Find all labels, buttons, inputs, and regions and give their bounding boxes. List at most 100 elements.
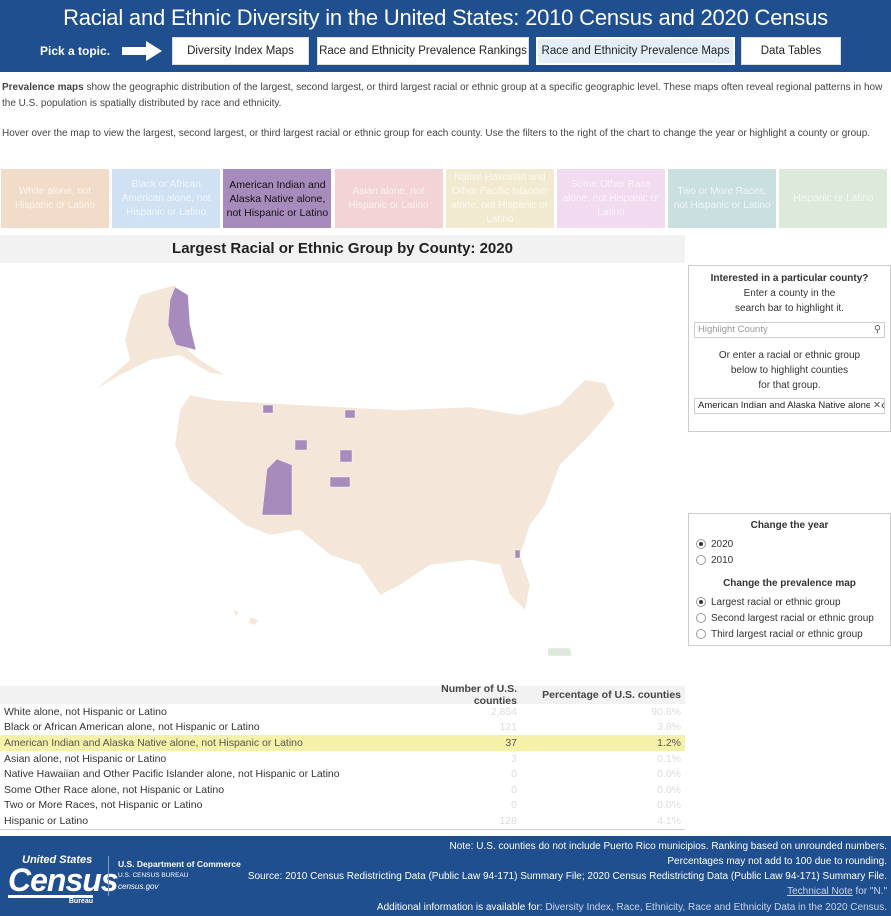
counts-table: Number of U.S. counties Percentage of U.S… xyxy=(0,683,685,830)
desc-p2: Hover over the map to view the largest, … xyxy=(2,128,871,139)
map-south-dakota-2[interactable] xyxy=(329,476,351,488)
census-logo: United States Census Bureau xyxy=(8,854,119,905)
county-search-input[interactable]: Highlight County ⚲ xyxy=(694,322,885,338)
pick-topic-label: Pick a topic. xyxy=(40,44,111,58)
description: Prevalence maps show the geographic dist… xyxy=(2,80,888,156)
radio-label: 2020 xyxy=(711,538,734,550)
radio-label: Third largest racial or ethnic group xyxy=(711,628,863,640)
row-count: 0 xyxy=(511,799,517,812)
county-placeholder: Highlight County xyxy=(698,324,768,335)
additional-links[interactable]: Diversity Index, Race, Ethnicity, Race a… xyxy=(545,902,887,913)
group-search-input[interactable]: American Indian and Alaska Native alone,… xyxy=(694,398,885,414)
third-largest-radio[interactable]: Third largest racial or ethnic group xyxy=(696,626,890,642)
radio-label: Largest racial or ethnic group xyxy=(711,596,841,608)
legend-tile[interactable]: Hispanic or Latino xyxy=(779,169,888,228)
map-montana-1[interactable] xyxy=(262,404,274,414)
row-name: American Indian and Alaska Native alone,… xyxy=(4,736,303,749)
legend-tile[interactable]: American Indian and Alaska Native alone,… xyxy=(223,169,332,228)
row-pct: 0.0% xyxy=(657,768,681,781)
row-name: Black or African American alone, not His… xyxy=(4,721,260,734)
row-pct: 0.1% xyxy=(657,752,681,765)
year-heading: Change the year xyxy=(750,520,829,531)
table-row[interactable]: Some Other Race alone, not Hispanic or L… xyxy=(0,782,685,798)
site-name: census.gov xyxy=(118,882,159,891)
technical-note-link[interactable]: Technical Note xyxy=(787,886,853,897)
logo-bureau: Bureau xyxy=(8,895,93,905)
logo-top: United States xyxy=(22,854,93,866)
legend-tile[interactable]: Some Other Race alone, not Hispanic or L… xyxy=(557,169,665,228)
second-largest-radio[interactable]: Second largest racial or ethnic group xyxy=(696,610,890,626)
legend-tile[interactable]: Native Hawaiian and Other Pacific Island… xyxy=(445,169,554,228)
radio-icon xyxy=(696,597,706,607)
map-alaska-highlight[interactable] xyxy=(167,286,197,351)
search-panel: Interested in a particular county? Enter… xyxy=(688,265,891,432)
map-hawaii[interactable] xyxy=(232,609,259,626)
dept-name: U.S. Department of Commerce xyxy=(118,859,241,869)
row-name: Hispanic or Latino xyxy=(4,814,89,827)
clear-icon[interactable]: ✕ xyxy=(870,399,881,413)
row-pct: 1.2% xyxy=(657,736,681,749)
additional-label: Additional information is available for: xyxy=(376,902,546,913)
search-heading: Interested in a particular county? xyxy=(710,273,869,284)
row-pct: 0.0% xyxy=(657,799,681,812)
radio-icon xyxy=(696,613,706,623)
map-north-carolina[interactable] xyxy=(514,549,521,559)
legend-tile[interactable]: Two or More Races, not Hispanic or Latin… xyxy=(668,169,777,228)
nav-prevalence-rankings[interactable]: Race and Ethnicity Prevalence Rankings xyxy=(317,37,529,65)
group-text: below to highlight counties xyxy=(730,365,849,376)
table-row[interactable]: Hispanic or Latino 128 4.1% xyxy=(0,813,685,829)
group-text: Or enter a racial or ethnic group xyxy=(718,350,861,361)
search-text: search bar to highlight it. xyxy=(735,303,844,314)
col-count: Number of U.S. counties xyxy=(441,683,517,707)
map-north-dakota[interactable] xyxy=(344,409,356,419)
table-header: Number of U.S. counties Percentage of U.S… xyxy=(0,683,685,707)
search-icon: ⚲ xyxy=(874,324,881,335)
row-name: Some Other Race alone, not Hispanic or L… xyxy=(4,783,225,796)
row-name: Asian alone, not Hispanic or Latino xyxy=(4,752,167,765)
table-row[interactable]: Two or More Races, not Hispanic or Latin… xyxy=(0,798,685,814)
arrow-right-icon xyxy=(122,41,162,61)
table-row[interactable]: White alone, not Hispanic or Latino 2,854… xyxy=(0,704,685,720)
map-lower48[interactable] xyxy=(174,379,616,611)
row-pct: 0.0% xyxy=(657,783,681,796)
table-row[interactable]: Black or African American alone, not His… xyxy=(0,720,685,736)
radio-icon xyxy=(696,555,706,565)
col-pct: Percentage of U.S. counties xyxy=(542,689,681,701)
row-count: 0 xyxy=(511,783,517,796)
row-pct: 3.8% xyxy=(657,721,681,734)
row-count: 3 xyxy=(511,752,517,765)
map-montana-2[interactable] xyxy=(294,439,308,451)
radio-label: 2010 xyxy=(711,554,734,566)
map-four-corners[interactable] xyxy=(261,458,293,516)
map-alaska[interactable] xyxy=(94,284,226,391)
legend-tile[interactable]: Black or African American alone, not His… xyxy=(112,169,221,228)
source: Source: 2010 Census Redistricting Data (… xyxy=(247,871,887,882)
map-title: Largest Racial or Ethnic Group by County… xyxy=(0,235,685,263)
map-puerto-rico[interactable] xyxy=(547,647,573,657)
table-row[interactable]: Native Hawaiian and Other Pacific Island… xyxy=(0,766,685,782)
radio-icon xyxy=(696,629,706,639)
legend-tile[interactable]: Asian alone, not Hispanic or Latino xyxy=(334,169,443,228)
legend-tile[interactable]: White alone, not Hispanic or Latino xyxy=(1,169,109,228)
year-2020-radio[interactable]: 2020 xyxy=(696,536,890,552)
group-value: American Indian and Alaska Native alone,… xyxy=(698,400,884,411)
nav-prevalence-maps[interactable]: Race and Ethnicity Prevalence Maps xyxy=(536,37,735,65)
footer: United States Census Bureau U.S. Departm… xyxy=(0,836,891,916)
row-count: 121 xyxy=(499,721,517,734)
bureau-name: U.S. CENSUS BUREAU xyxy=(118,872,189,879)
county-map[interactable] xyxy=(0,265,685,680)
nav-data-tables[interactable]: Data Tables xyxy=(741,37,841,65)
row-count: 2,854 xyxy=(490,705,517,718)
row-pct: 90.8% xyxy=(651,705,681,718)
search-text: Enter a county in the xyxy=(743,288,836,299)
table-row[interactable]: Asian alone, not Hispanic or Latino 3 0.1% xyxy=(0,751,685,767)
year-2010-radio[interactable]: 2010 xyxy=(696,552,890,568)
note2: Percentages may not add to 100 due to ro… xyxy=(667,856,887,867)
row-name: White alone, not Hispanic or Latino xyxy=(4,705,167,718)
map-south-dakota[interactable] xyxy=(339,449,353,463)
filters-panel: Change the year 2020 2010 Change the pre… xyxy=(688,513,891,646)
nav-diversity-index-maps[interactable]: Diversity Index Maps xyxy=(172,37,309,65)
logo-main: Census xyxy=(8,862,119,898)
largest-radio[interactable]: Largest racial or ethnic group xyxy=(696,594,890,610)
table-row[interactable]: American Indian and Alaska Native alone,… xyxy=(0,735,685,751)
